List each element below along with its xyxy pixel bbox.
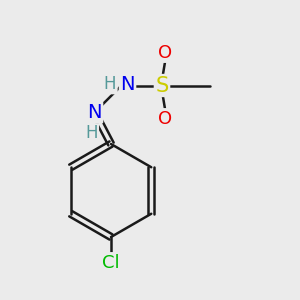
Text: Cl: Cl [102, 254, 120, 272]
Text: H: H [104, 75, 116, 93]
Text: H: H [85, 124, 98, 142]
Text: O: O [158, 44, 172, 62]
Text: O: O [158, 110, 172, 128]
Text: S: S [155, 76, 169, 95]
Text: N: N [120, 74, 135, 94]
Text: N: N [87, 103, 102, 122]
